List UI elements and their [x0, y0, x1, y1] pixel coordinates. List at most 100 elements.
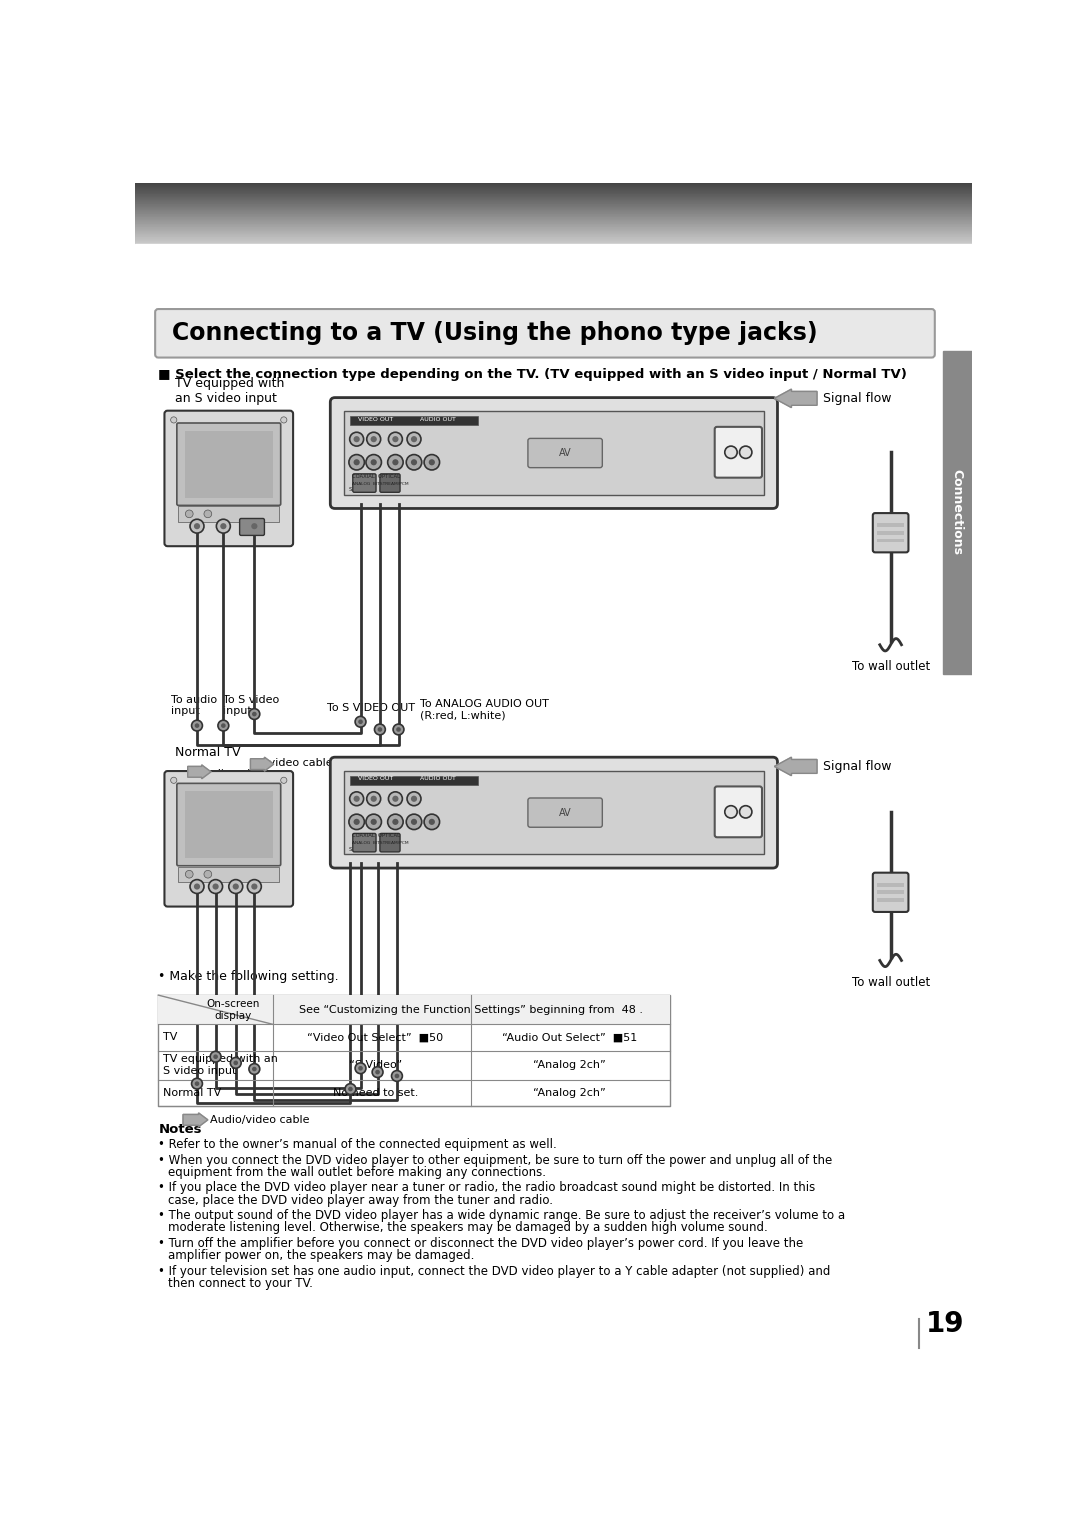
Bar [159, 995, 670, 1106]
Circle shape [429, 819, 435, 825]
FancyBboxPatch shape [156, 309, 935, 358]
Circle shape [389, 792, 403, 806]
Text: “Analog 2ch”: “Analog 2ch” [534, 1087, 606, 1098]
Text: To video input
(yellow): To video input (yellow) [213, 1042, 291, 1063]
Bar [350, 416, 478, 425]
Circle shape [392, 1071, 403, 1081]
FancyBboxPatch shape [330, 398, 778, 509]
Circle shape [194, 1081, 200, 1086]
Text: • If you place the DVD video player near a tuner or radio, the radio broadcast s: • If you place the DVD video player near… [159, 1182, 815, 1194]
Text: then connect to your TV.: then connect to your TV. [167, 1276, 312, 1290]
Circle shape [171, 417, 177, 423]
Text: Normal TV: Normal TV [175, 746, 241, 760]
Text: No need to set.: No need to set. [333, 1087, 418, 1098]
Circle shape [375, 723, 386, 736]
FancyBboxPatch shape [353, 474, 376, 492]
Text: Notes: Notes [159, 1122, 202, 1136]
Circle shape [350, 792, 364, 806]
FancyArrow shape [251, 757, 273, 771]
Circle shape [370, 795, 377, 801]
Circle shape [216, 519, 230, 533]
FancyBboxPatch shape [353, 833, 376, 851]
Circle shape [373, 1066, 383, 1077]
Text: COAXIAL  OPTICAL: COAXIAL OPTICAL [352, 474, 400, 478]
Circle shape [429, 460, 435, 466]
FancyBboxPatch shape [873, 873, 908, 912]
Text: 19: 19 [926, 1310, 964, 1337]
Circle shape [247, 880, 261, 894]
Text: VIDEO OUT: VIDEO OUT [359, 417, 393, 422]
Circle shape [424, 815, 440, 830]
Circle shape [204, 870, 212, 879]
Circle shape [410, 795, 417, 801]
Circle shape [353, 819, 360, 825]
Circle shape [350, 433, 364, 446]
Text: Audio cable: Audio cable [199, 769, 264, 778]
Circle shape [353, 436, 360, 442]
Circle shape [186, 510, 193, 518]
Circle shape [233, 1060, 238, 1065]
Circle shape [349, 454, 364, 471]
Text: See “Customizing the Function Settings” beginning from  48 .: See “Customizing the Function Settings” … [299, 1005, 644, 1014]
Circle shape [220, 522, 227, 530]
Circle shape [392, 819, 399, 825]
Circle shape [208, 880, 222, 894]
Circle shape [406, 815, 422, 830]
Text: To wall outlet: To wall outlet [851, 659, 930, 673]
Text: Connecting to a TV (Using the phono type jacks): Connecting to a TV (Using the phono type… [172, 321, 818, 346]
Circle shape [281, 777, 287, 783]
Text: equipment from the wall outlet before making any connections.: equipment from the wall outlet before ma… [167, 1167, 545, 1179]
Circle shape [252, 711, 257, 716]
Circle shape [375, 1069, 380, 1074]
Text: Audio/video cable: Audio/video cable [211, 1115, 310, 1125]
Bar [350, 775, 478, 784]
Text: On-screen
display: On-screen display [206, 999, 259, 1020]
Circle shape [367, 792, 380, 806]
Text: TV equipped with
an S video input: TV equipped with an S video input [175, 376, 285, 405]
Circle shape [230, 1057, 241, 1068]
FancyBboxPatch shape [715, 786, 762, 838]
Text: “Video Out Select”  ■50: “Video Out Select” ■50 [307, 1033, 443, 1042]
Circle shape [229, 880, 243, 894]
Circle shape [232, 883, 239, 889]
Circle shape [378, 726, 382, 731]
Text: ANALOG  BITSTREAM/PCM: ANALOG BITSTREAM/PCM [352, 481, 408, 486]
FancyBboxPatch shape [715, 426, 762, 478]
Text: S: S [349, 487, 352, 492]
Text: COAXIAL  OPTICAL: COAXIAL OPTICAL [352, 833, 400, 838]
Text: “S Video”: “S Video” [349, 1060, 402, 1071]
Bar [345, 411, 764, 495]
Text: “Audio Out Select”  ■51: “Audio Out Select” ■51 [502, 1033, 637, 1042]
Text: To audio
input: To audio input [172, 694, 217, 716]
FancyBboxPatch shape [185, 790, 273, 857]
FancyBboxPatch shape [240, 518, 265, 536]
Circle shape [392, 795, 399, 801]
Circle shape [221, 723, 226, 728]
Text: To wall outlet: To wall outlet [851, 976, 930, 988]
Circle shape [410, 436, 417, 442]
Bar [877, 522, 904, 527]
FancyBboxPatch shape [330, 757, 778, 868]
Bar [877, 883, 904, 886]
Circle shape [218, 720, 229, 731]
Circle shape [725, 806, 738, 818]
Circle shape [353, 795, 360, 801]
Text: • The output sound of the DVD video player has a wide dynamic range. Be sure to : • The output sound of the DVD video play… [159, 1209, 846, 1221]
FancyArrow shape [188, 765, 211, 778]
Circle shape [247, 519, 261, 533]
Circle shape [393, 723, 404, 736]
Circle shape [213, 1054, 218, 1058]
Circle shape [248, 1063, 260, 1074]
Circle shape [281, 417, 287, 423]
Circle shape [186, 870, 193, 879]
Circle shape [191, 1078, 202, 1089]
Circle shape [190, 880, 204, 894]
Text: AUDIO OUT: AUDIO OUT [420, 417, 456, 422]
Bar [943, 350, 972, 675]
Circle shape [248, 708, 260, 719]
Circle shape [252, 883, 257, 889]
Circle shape [252, 1066, 257, 1071]
Circle shape [359, 719, 363, 723]
FancyBboxPatch shape [164, 411, 293, 547]
FancyArrow shape [183, 1113, 207, 1127]
